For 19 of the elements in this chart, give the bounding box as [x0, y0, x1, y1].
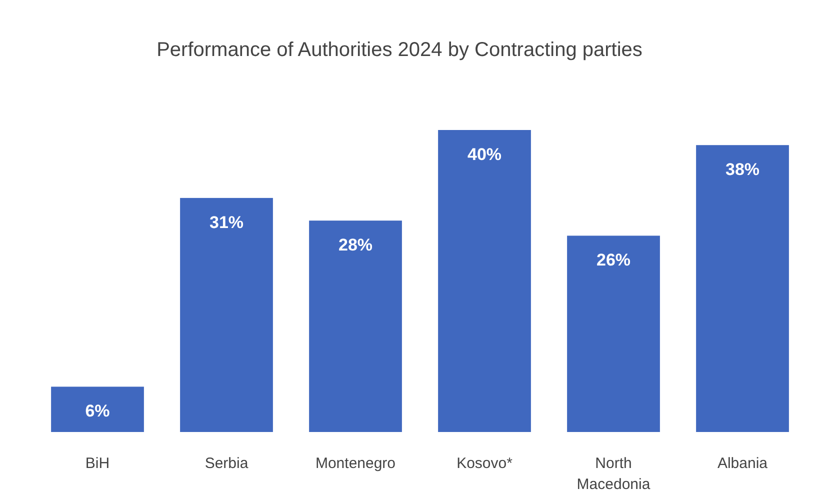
data-label: 38%: [725, 160, 760, 180]
bar: [438, 130, 531, 432]
bar: [567, 236, 660, 432]
bar: [696, 145, 789, 432]
data-label: 28%: [338, 236, 373, 255]
data-label: 31%: [209, 212, 244, 232]
bar: [180, 198, 273, 432]
x-tick-label: Serbia: [204, 455, 249, 472]
x-tick-label: Albania: [717, 455, 768, 472]
x-tick-label: North Macedonia: [576, 455, 651, 493]
bar: [309, 220, 402, 432]
chart-title: Performance of Authorities 2024 by Contracting parties: [156, 39, 642, 61]
x-tick-label: BiH: [85, 455, 110, 472]
bar: [51, 386, 144, 432]
x-tick-label: Kosovo*: [456, 455, 513, 472]
x-tick-label: Montenegro: [315, 455, 396, 472]
data-label: 6%: [85, 402, 110, 421]
data-label: 26%: [596, 250, 631, 270]
data-label: 40%: [467, 145, 502, 164]
